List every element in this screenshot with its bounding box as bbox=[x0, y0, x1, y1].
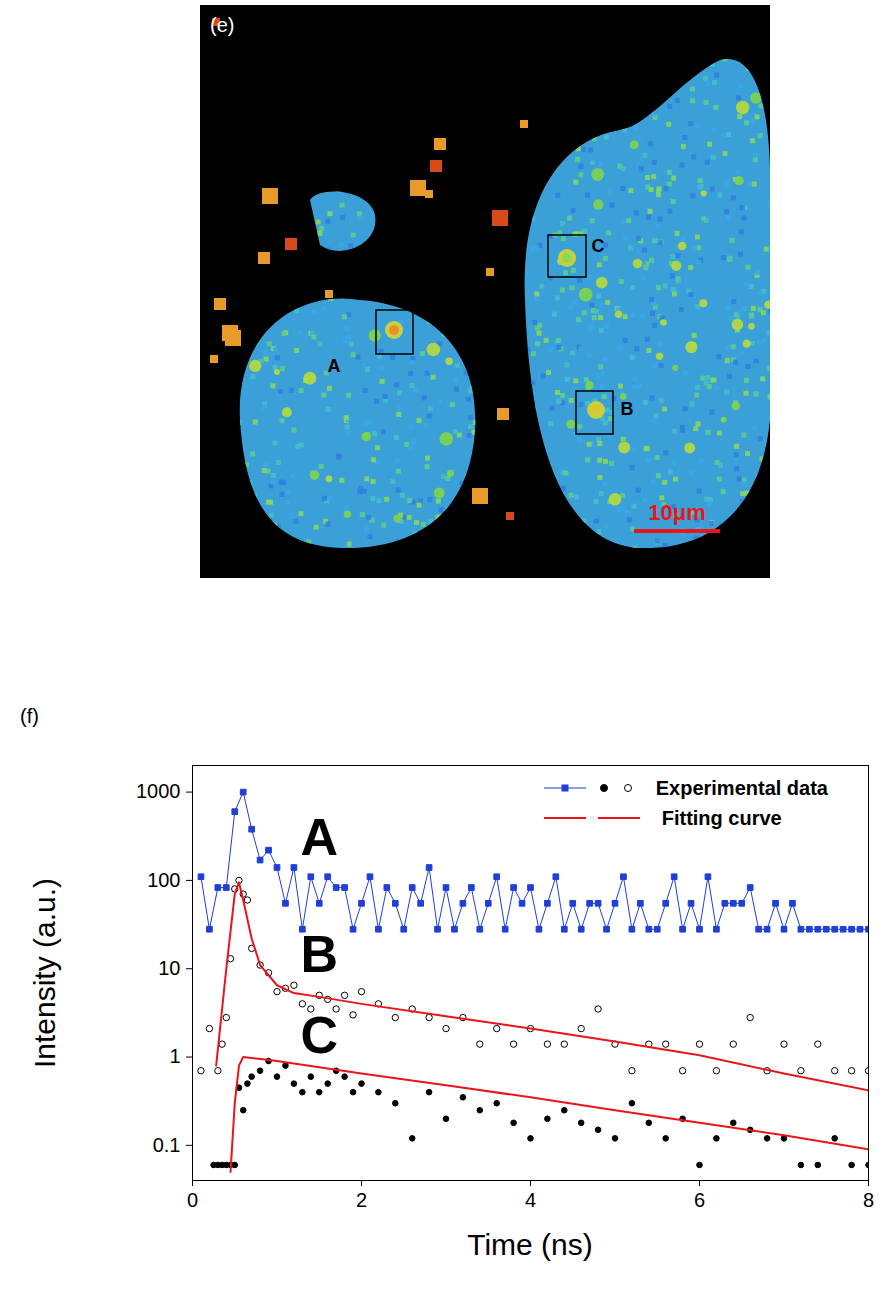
html-text:Intensity (a.u.): Intensity (a.u.) bbox=[27, 877, 60, 1068]
svg-text:10: 10 bbox=[158, 957, 180, 979]
svg-text:4: 4 bbox=[525, 1189, 536, 1211]
svg-text:8: 8 bbox=[863, 1189, 874, 1211]
html-text:Fitting curve: Fitting curve bbox=[661, 806, 782, 829]
svg-text:B: B bbox=[300, 925, 338, 983]
html-text:Time (ns): Time (ns) bbox=[467, 1228, 593, 1261]
html-text:Experimental data: Experimental data bbox=[655, 776, 828, 799]
svg-text:6: 6 bbox=[694, 1189, 705, 1211]
svg-text:A: A bbox=[328, 356, 341, 376]
svg-text:2: 2 bbox=[356, 1189, 367, 1211]
svg-text:10μm: 10μm bbox=[648, 500, 706, 525]
svg-text:C: C bbox=[592, 236, 605, 256]
svg-text:B: B bbox=[621, 399, 634, 419]
svg-text:0.1: 0.1 bbox=[153, 1134, 181, 1156]
svg-text:100: 100 bbox=[147, 869, 180, 891]
html-text:(f): (f) bbox=[20, 705, 39, 727]
svg-text:C: C bbox=[300, 1006, 338, 1064]
svg-text:A: A bbox=[300, 808, 338, 866]
svg-text:0: 0 bbox=[187, 1189, 198, 1211]
svg-text:(e): (e) bbox=[210, 14, 234, 36]
svg-text:1: 1 bbox=[169, 1045, 180, 1067]
svg-text:1000: 1000 bbox=[136, 780, 181, 802]
